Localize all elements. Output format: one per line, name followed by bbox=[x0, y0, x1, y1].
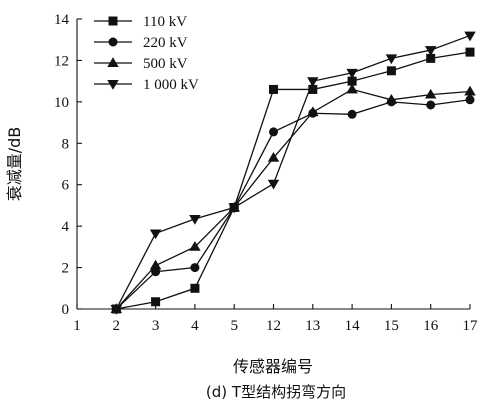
legend-marker bbox=[109, 17, 117, 25]
chart-caption: (d) T型结构拐弯方向 bbox=[206, 383, 346, 401]
y-tick-label: 4 bbox=[62, 219, 70, 235]
x-tick-label: 14 bbox=[345, 318, 361, 334]
legend-marker bbox=[108, 80, 118, 89]
y-tick-label: 12 bbox=[54, 53, 69, 69]
x-axis-title: 传感器编号 bbox=[233, 357, 313, 376]
legend-label: 220 kV bbox=[143, 35, 188, 51]
x-tick-label: 3 bbox=[152, 318, 160, 334]
data-point-2 bbox=[191, 263, 199, 271]
legend-label: 500 kV bbox=[143, 56, 188, 72]
data-point-1 bbox=[387, 67, 395, 75]
x-tick-label: 5 bbox=[230, 318, 238, 334]
data-point-4 bbox=[268, 180, 278, 189]
x-tick-label: 16 bbox=[423, 318, 439, 334]
x-tick-label: 2 bbox=[113, 318, 121, 334]
data-point-1 bbox=[191, 284, 199, 292]
y-tick-label: 2 bbox=[62, 261, 70, 277]
data-point-2 bbox=[269, 128, 277, 136]
legend-label: 1 000 kV bbox=[143, 77, 199, 93]
x-tick-label: 12 bbox=[266, 318, 281, 334]
legend-label: 110 kV bbox=[143, 14, 187, 30]
y-tick-label: 10 bbox=[54, 95, 69, 111]
y-axis-title: 衰减量/dB bbox=[5, 127, 24, 202]
series-group bbox=[111, 32, 475, 314]
y-tick-label: 0 bbox=[62, 302, 70, 318]
y-tick-label: 8 bbox=[62, 136, 70, 152]
data-point-2 bbox=[348, 110, 356, 118]
x-tick-label: 17 bbox=[463, 318, 479, 334]
y-tick-label: 14 bbox=[54, 12, 70, 28]
axes bbox=[77, 19, 470, 309]
data-point-3 bbox=[465, 86, 475, 95]
data-point-3 bbox=[150, 260, 160, 269]
legend-marker bbox=[108, 58, 118, 67]
y-tick-label: 6 bbox=[62, 178, 70, 194]
data-point-2 bbox=[466, 96, 474, 104]
legend-marker bbox=[109, 38, 117, 46]
data-point-1 bbox=[466, 48, 474, 56]
x-tick-label: 4 bbox=[191, 318, 199, 334]
data-point-1 bbox=[151, 298, 159, 306]
x-tick-label: 15 bbox=[384, 318, 399, 334]
data-point-4 bbox=[150, 230, 160, 239]
x-tick-label: 1 bbox=[73, 318, 81, 334]
x-tick-label: 13 bbox=[305, 318, 320, 334]
data-point-1 bbox=[269, 85, 277, 93]
legend: 110 kV 220 kV 500 kV 1 000 kV bbox=[94, 14, 199, 93]
data-point-2 bbox=[427, 101, 435, 109]
